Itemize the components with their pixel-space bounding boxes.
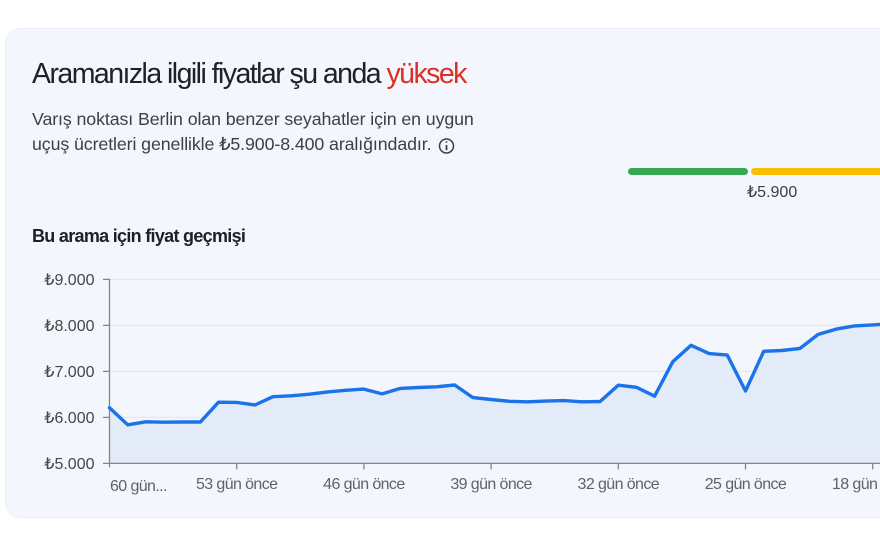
svg-text:₺9.000: ₺9.000 (44, 272, 94, 289)
svg-text:25 gün önce: 25 gün önce (705, 476, 787, 493)
svg-text:46 gün önce: 46 gün önce (323, 476, 405, 493)
svg-text:53 gün önce: 53 gün önce (196, 476, 278, 493)
svg-text:39 gün önce: 39 gün önce (450, 476, 532, 493)
svg-text:₺7.000: ₺7.000 (44, 364, 94, 381)
svg-text:32 gün önce: 32 gün önce (578, 476, 660, 493)
svg-text:60 gün...: 60 gün... (110, 478, 167, 495)
svg-text:18 gün önce: 18 gün önce (832, 476, 880, 493)
svg-text:₺8.000: ₺8.000 (44, 318, 94, 335)
svg-text:₺6.000: ₺6.000 (44, 410, 94, 427)
svg-text:₺5.000: ₺5.000 (44, 456, 94, 473)
